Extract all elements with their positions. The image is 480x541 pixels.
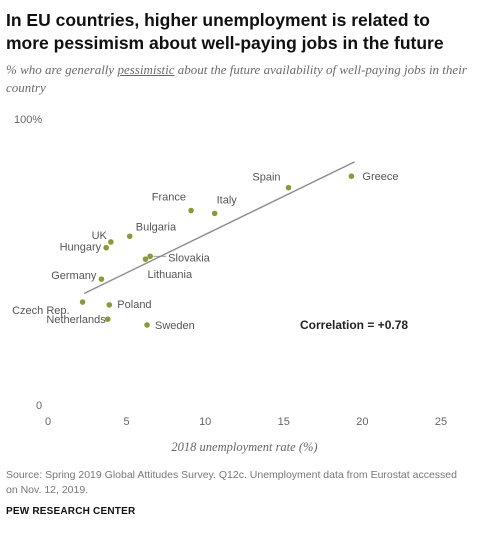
x-tick-15: 15 bbox=[278, 416, 290, 428]
correlation-annotation: Correlation = +0.78 bbox=[300, 318, 408, 332]
label-slovakia: Slovakia bbox=[168, 252, 210, 264]
x-tick-10: 10 bbox=[199, 416, 211, 428]
point-sweden bbox=[144, 322, 150, 328]
label-france: France bbox=[152, 192, 186, 204]
organization-name: PEW RESEARCH CENTER bbox=[6, 506, 136, 517]
x-axis-label: 2018 unemployment rate (%) bbox=[171, 440, 317, 454]
point-slovakia bbox=[147, 253, 153, 260]
point-uk bbox=[108, 239, 114, 245]
point-spain bbox=[285, 184, 292, 191]
point-bulgaria bbox=[126, 233, 133, 240]
label-bulgaria: Bulgaria bbox=[136, 221, 177, 233]
point-germany bbox=[98, 276, 105, 282]
x-tick-25: 25 bbox=[435, 416, 447, 428]
y-tick-0: 0 bbox=[36, 400, 42, 412]
subtitle-start: % who are generally bbox=[6, 62, 118, 77]
subtitle-emphasis: pessimistic bbox=[117, 62, 175, 77]
label-greece: Greece bbox=[362, 171, 398, 183]
label-germany: Germany bbox=[51, 270, 97, 282]
chart-subtitle: % who are generally pessimistic about th… bbox=[6, 61, 468, 97]
trend-line bbox=[83, 161, 355, 295]
point-france bbox=[188, 207, 194, 214]
label-hungary: Hungary bbox=[60, 242, 102, 254]
source-note: Source: Spring 2019 Global Attitudes Sur… bbox=[6, 469, 457, 496]
point-netherlands bbox=[104, 316, 111, 322]
x-tick-5: 5 bbox=[124, 416, 130, 428]
label-lithuania: Lithuania bbox=[147, 269, 193, 281]
x-tick-20: 20 bbox=[356, 416, 368, 428]
label-poland: Poland bbox=[117, 299, 151, 311]
y-tick-100: 100% bbox=[14, 114, 42, 126]
chart-title: In EU countries, higher unemployment is … bbox=[6, 10, 444, 53]
point-poland bbox=[106, 302, 113, 308]
label-uk: UK bbox=[92, 230, 108, 242]
point-hungary bbox=[103, 244, 109, 251]
label-czech-rep: Czech Rep. bbox=[12, 305, 69, 317]
subtitle-end: about the future availability of well-pa… bbox=[6, 62, 467, 95]
point-czech-rep bbox=[79, 299, 86, 305]
x-tick-0: 0 bbox=[45, 416, 51, 428]
label-sweden: Sweden bbox=[155, 320, 195, 332]
label-italy: Italy bbox=[217, 194, 238, 206]
label-spain: Spain bbox=[252, 172, 280, 184]
point-lithuania bbox=[142, 256, 149, 262]
point-greece bbox=[348, 173, 355, 179]
point-italy bbox=[211, 210, 218, 217]
label-netherlands: Netherlands bbox=[46, 314, 106, 326]
